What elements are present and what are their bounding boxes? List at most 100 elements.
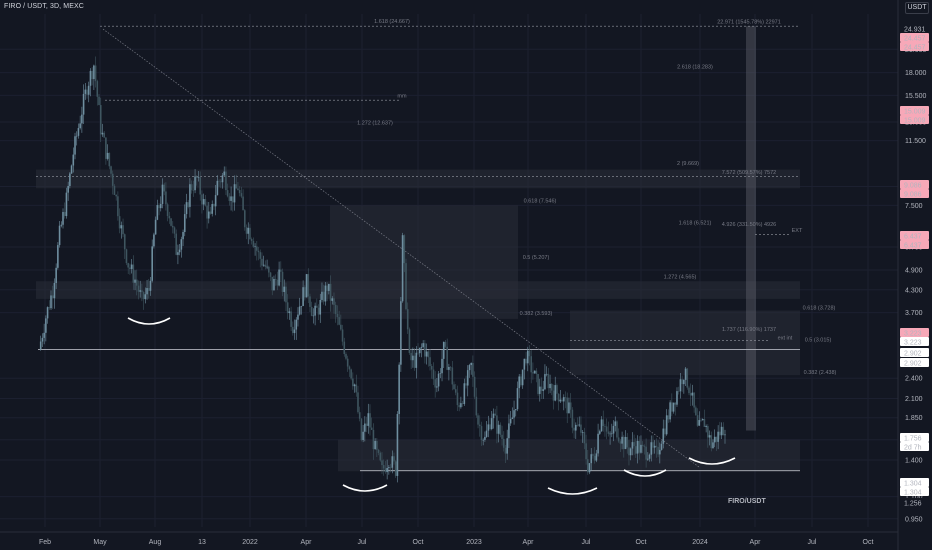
fib-level-label: 1.618 (24.667) bbox=[374, 19, 410, 25]
price-label-box bbox=[900, 348, 929, 357]
fib-level-label: 2.618 (18.283) bbox=[677, 64, 713, 70]
candle-body bbox=[640, 444, 642, 453]
measure-annotation: ext int bbox=[778, 335, 793, 341]
fib-level-label: 0.5 (5.207) bbox=[523, 255, 550, 261]
candle-body bbox=[671, 402, 673, 412]
candle-body bbox=[607, 431, 610, 434]
candle-body bbox=[345, 354, 347, 359]
candle-body bbox=[57, 245, 59, 268]
candle-body bbox=[588, 463, 591, 473]
candle-body bbox=[110, 166, 112, 174]
candle-body bbox=[233, 184, 236, 203]
fib-level-label: 1.272 (12.637) bbox=[357, 120, 393, 126]
price-label-box bbox=[900, 231, 929, 240]
candle-body bbox=[190, 184, 193, 191]
candle-body bbox=[463, 383, 466, 404]
candle-body bbox=[326, 285, 328, 291]
fib-level-label: 0.618 (3.728) bbox=[803, 305, 836, 311]
candle-body bbox=[542, 389, 545, 391]
candle-body bbox=[197, 177, 200, 178]
candle-body bbox=[672, 402, 675, 412]
candle-body bbox=[331, 298, 334, 301]
candle-body bbox=[350, 369, 352, 379]
candle-body bbox=[286, 302, 289, 314]
candle-body bbox=[406, 309, 409, 330]
candle-body bbox=[538, 386, 541, 394]
candle-body bbox=[336, 313, 339, 318]
candle-body bbox=[103, 132, 105, 138]
price-label-box bbox=[900, 328, 929, 337]
candle-body bbox=[317, 307, 320, 315]
candle-body bbox=[451, 367, 454, 385]
candle-body bbox=[593, 455, 596, 461]
candle-body bbox=[129, 267, 131, 269]
price-label: 2.902 bbox=[904, 350, 922, 357]
candle-body bbox=[173, 227, 176, 234]
candle-body bbox=[82, 93, 85, 115]
candle-body bbox=[259, 252, 262, 259]
price-label-box bbox=[900, 442, 929, 451]
x-tick-label: Oct bbox=[413, 539, 424, 546]
candle-body bbox=[544, 374, 546, 390]
x-tick-label: 2022 bbox=[242, 539, 258, 546]
candle-body bbox=[388, 467, 390, 469]
candle-body bbox=[98, 96, 100, 106]
candle-body bbox=[245, 227, 248, 234]
price-label-box bbox=[900, 487, 929, 496]
candle-body bbox=[274, 278, 277, 280]
candle-body bbox=[489, 424, 491, 430]
currency-button[interactable]: USDT bbox=[905, 2, 929, 14]
candle-body bbox=[353, 384, 356, 387]
candle-body bbox=[552, 390, 555, 401]
candle-body bbox=[79, 123, 81, 129]
candle-body bbox=[377, 449, 380, 453]
candle-body bbox=[722, 426, 725, 436]
candle-body bbox=[629, 448, 632, 456]
candle-body bbox=[660, 443, 663, 450]
y-tick-label: 1.850 bbox=[905, 415, 923, 422]
x-tick-label: Apr bbox=[523, 539, 535, 546]
candle-body bbox=[348, 366, 351, 370]
candle-body bbox=[340, 324, 342, 330]
candle-body bbox=[696, 415, 699, 426]
candle-body bbox=[309, 296, 311, 307]
y-tick-label: 4.300 bbox=[905, 287, 923, 294]
candle-body bbox=[201, 194, 203, 205]
x-tick-label: 2024 bbox=[692, 539, 708, 546]
x-tick-label: Aug bbox=[149, 539, 162, 546]
y-tick-label: 0.950 bbox=[905, 516, 923, 523]
candle-body bbox=[156, 205, 159, 220]
base-arc bbox=[127, 317, 171, 325]
candle-body bbox=[67, 185, 69, 193]
target-measure-bar bbox=[746, 26, 756, 431]
candle-body bbox=[257, 250, 260, 253]
candle-body bbox=[264, 264, 267, 267]
price-label: 15.009 bbox=[904, 117, 926, 124]
candle-body bbox=[146, 288, 148, 295]
candle-body bbox=[307, 274, 310, 297]
candle-body bbox=[562, 397, 565, 402]
candle-body bbox=[149, 280, 152, 291]
candle-body bbox=[473, 376, 476, 397]
candle-body bbox=[628, 447, 630, 456]
candle-body bbox=[703, 419, 706, 427]
candle-body bbox=[177, 252, 179, 255]
candle-body bbox=[410, 352, 412, 361]
candle-body bbox=[677, 391, 680, 392]
candle-body bbox=[715, 436, 718, 442]
candle-body bbox=[113, 185, 116, 196]
candle-body bbox=[213, 204, 215, 207]
candle-body bbox=[288, 311, 291, 314]
candle-body bbox=[96, 81, 99, 97]
candle-body bbox=[676, 391, 678, 405]
y-tick-label: 18.000 bbox=[905, 70, 927, 77]
candle-body bbox=[403, 235, 406, 264]
candle-body bbox=[70, 165, 73, 174]
candle-body bbox=[94, 65, 97, 82]
candle-body bbox=[465, 383, 467, 386]
candle-body bbox=[62, 212, 64, 225]
candle-body bbox=[444, 341, 447, 347]
candle-body bbox=[376, 440, 378, 450]
candle-body bbox=[221, 175, 224, 183]
